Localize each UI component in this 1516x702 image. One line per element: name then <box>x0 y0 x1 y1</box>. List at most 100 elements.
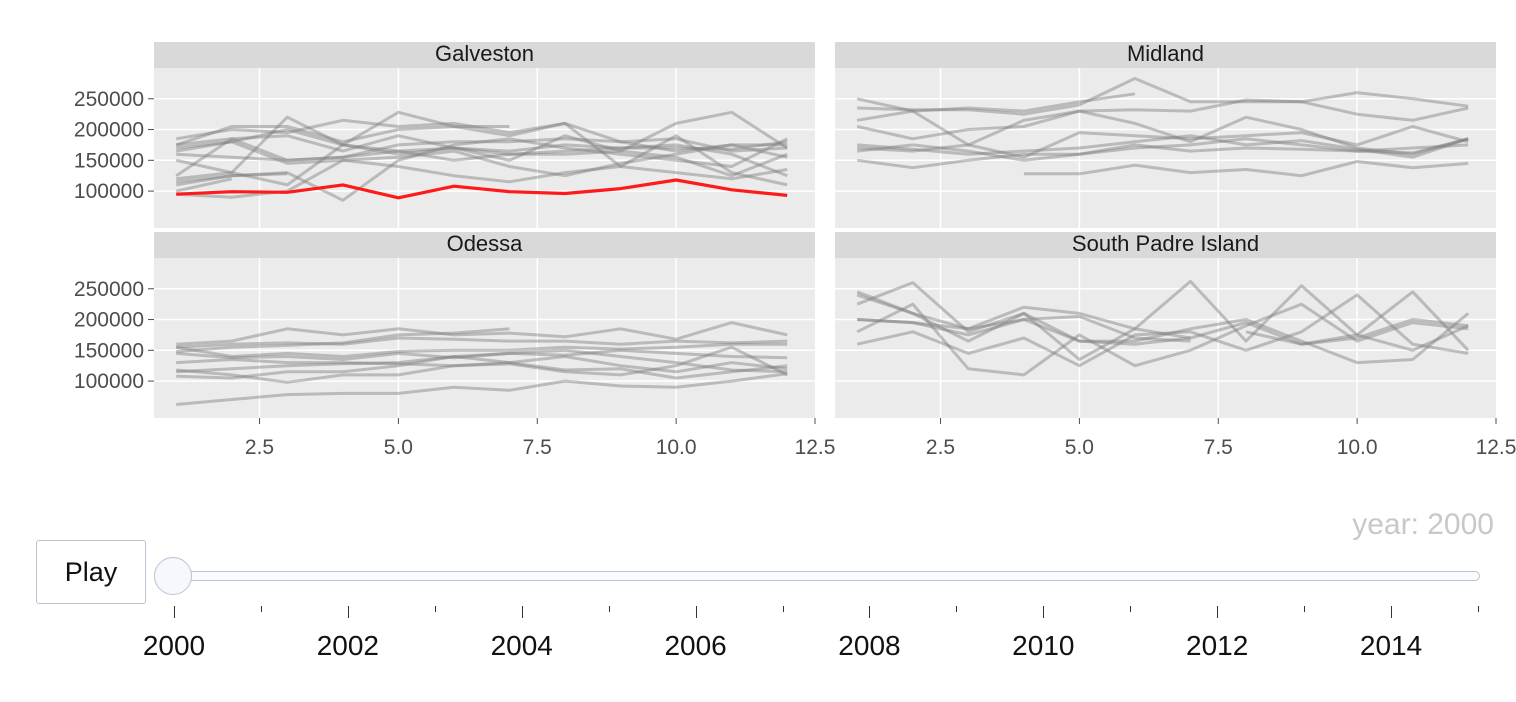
year-prefix: year: <box>1352 508 1428 541</box>
facet-title: South Padre Island <box>1072 231 1259 256</box>
series-line <box>857 290 1470 352</box>
series-line <box>176 372 788 406</box>
slider-year-label[interactable]: 2006 <box>664 630 727 661</box>
play-button[interactable]: Play <box>36 540 146 604</box>
slider-tick <box>956 606 958 612</box>
x-tick-label: 2.5 <box>245 436 274 459</box>
facet-galveston: Galveston 250000 200000 150000 100000 <box>74 41 815 228</box>
highlight-line <box>176 178 788 200</box>
series-line <box>176 137 788 162</box>
slider-tick <box>608 606 610 612</box>
x-tick-label: 5.0 <box>1065 436 1094 459</box>
slider-tick <box>347 606 349 618</box>
slider-tick <box>434 606 436 612</box>
x-tick-label: 10.0 <box>656 436 697 459</box>
series-line <box>857 137 1469 170</box>
series-line <box>176 355 788 380</box>
series-line <box>856 91 1469 147</box>
slider-tick <box>782 606 784 612</box>
series-line <box>856 302 1469 377</box>
x-tick-label: 7.5 <box>1204 436 1233 459</box>
facet-odessa: Odessa 250000 200000 150000 100000 2.5 5.0 7.5 1… <box>74 231 836 459</box>
series-line <box>176 336 788 349</box>
y-tick-label: 200000 <box>74 309 144 332</box>
series-line <box>176 143 788 187</box>
slider-year-label[interactable]: 2008 <box>838 630 901 661</box>
series-line <box>175 342 788 358</box>
slider-year-label[interactable]: 2002 <box>316 630 379 661</box>
slider-year-label[interactable]: 2014 <box>1359 630 1423 661</box>
strip-background <box>835 42 1496 68</box>
facet-south-padre-island: South Padre Island 2.5 5.0 7.5 10.0 12.5 <box>835 231 1516 459</box>
x-tick-label: 5.0 <box>384 436 413 459</box>
x-tick-label: 7.5 <box>523 436 552 459</box>
facet-midland: Midland <box>835 41 1496 228</box>
x-tick-label: 12.5 <box>1476 436 1516 459</box>
slider-year-label[interactable]: 2012 <box>1186 630 1249 661</box>
slider-tick <box>260 606 262 612</box>
x-tick-label: 12.5 <box>795 436 836 459</box>
series-line <box>175 137 788 178</box>
series-line <box>857 134 1469 159</box>
y-tick-label: 250000 <box>74 88 144 111</box>
slider-year-label[interactable]: 2000 <box>142 630 206 661</box>
series-line <box>176 345 788 384</box>
series-line <box>175 137 788 202</box>
y-tick-label: 150000 <box>74 339 144 362</box>
slider-year-label[interactable]: 2010 <box>1012 630 1075 661</box>
slider-tick <box>1130 606 1132 612</box>
x-tick-label: 2.5 <box>926 436 955 459</box>
series-line <box>856 279 1469 361</box>
series-line <box>175 118 788 153</box>
strip-background <box>835 232 1496 258</box>
series-line <box>176 110 789 162</box>
series-line <box>176 172 288 184</box>
series-line <box>857 77 1469 122</box>
series-line <box>176 355 788 374</box>
slider-tick <box>1391 606 1393 618</box>
series-line <box>856 293 1469 368</box>
slider-tick <box>695 606 697 618</box>
slider-tick <box>1304 606 1306 612</box>
y-tick-label: 150000 <box>74 149 144 172</box>
facet-title: Midland <box>1127 41 1204 66</box>
panel-background <box>835 258 1496 418</box>
series-line <box>857 318 1191 346</box>
year-slider-rail[interactable] <box>172 571 1480 581</box>
slider-tick <box>174 606 175 618</box>
series-line <box>856 109 1469 156</box>
series-line <box>176 128 788 156</box>
facet-title: Galveston <box>435 41 534 66</box>
series-line <box>175 177 233 193</box>
series-line <box>857 125 1469 159</box>
series-line <box>856 290 1470 365</box>
series-line <box>1245 318 1469 346</box>
panel-background <box>154 258 815 418</box>
panel-background <box>154 68 815 228</box>
y-tick-label: 100000 <box>74 370 144 393</box>
slider-tick <box>521 606 523 618</box>
series-line <box>176 348 788 361</box>
year-value: 2000 <box>1427 508 1494 541</box>
strip-background <box>154 42 815 68</box>
slider-tick <box>869 606 871 618</box>
slider-tick <box>1043 606 1045 618</box>
y-tick-label: 200000 <box>74 119 144 142</box>
strip-background <box>154 232 815 258</box>
series-line <box>1023 160 1469 178</box>
series-line <box>175 110 788 187</box>
panel-background <box>835 68 1496 228</box>
year-slider-handle[interactable] <box>154 557 192 595</box>
series-line <box>856 293 1191 343</box>
series-line <box>857 137 1469 162</box>
year-slider-ticks: 2000 2002 2004 2006 2008 2010 2012 2014 <box>0 600 1516 700</box>
slider-year-label[interactable]: 2004 <box>490 630 553 661</box>
series-line <box>175 125 510 147</box>
series-line <box>856 92 1136 113</box>
series-line <box>176 327 510 353</box>
x-tick-label: 10.0 <box>1337 436 1378 459</box>
slider-tick <box>1217 606 1219 618</box>
slider-tick <box>1478 606 1479 612</box>
current-year-label: year: 2000 <box>1352 508 1494 542</box>
y-tick-label: 250000 <box>74 278 144 301</box>
